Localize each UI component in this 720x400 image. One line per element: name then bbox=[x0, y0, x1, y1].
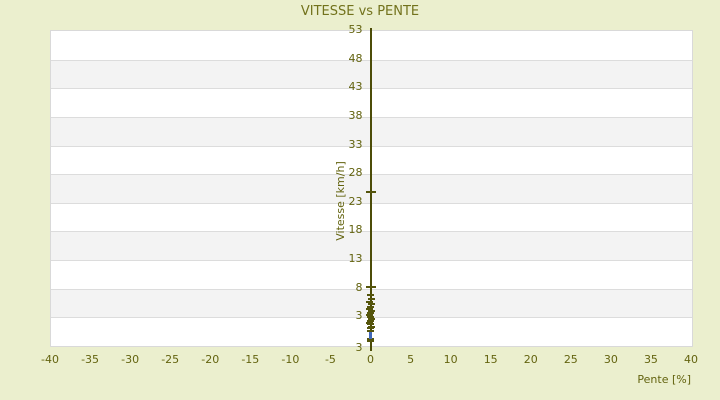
x-tick-label: -5 bbox=[324, 353, 336, 366]
grid-band bbox=[51, 31, 692, 60]
grid-band bbox=[51, 202, 692, 232]
vitesse-points-olive bbox=[367, 325, 375, 328]
y-tick-label: 13 bbox=[348, 252, 363, 266]
vitesse-points-olive bbox=[367, 327, 374, 330]
grid-band bbox=[51, 88, 692, 117]
vitesse-points-olive bbox=[367, 305, 374, 308]
x-tick-label: -40 bbox=[41, 353, 59, 366]
y-tick-label: 18 bbox=[348, 223, 363, 237]
vitesse-points-olive bbox=[365, 286, 376, 289]
x-tick-label: 40 bbox=[684, 353, 698, 366]
y-axis-min-edge-label: 3 bbox=[355, 341, 363, 354]
x-tick-label: 5 bbox=[407, 353, 415, 366]
x-tick-label: -20 bbox=[201, 353, 220, 366]
y-tick-label: 33 bbox=[348, 137, 363, 151]
vitesse-points-olive bbox=[367, 309, 375, 312]
vitesse-points-olive bbox=[367, 329, 374, 332]
x-tick-label: 10 bbox=[443, 353, 458, 366]
vitesse-points-olive bbox=[366, 307, 374, 310]
x-tick-label: 35 bbox=[643, 353, 658, 366]
y-tick-label: 48 bbox=[348, 51, 363, 65]
vitesse-points-olive bbox=[365, 191, 376, 194]
x-tick-label: -15 bbox=[241, 353, 260, 366]
x-tick-label: 15 bbox=[483, 353, 498, 366]
x-axis-title: Pente [%] bbox=[637, 373, 691, 386]
vitesse-points-olive bbox=[367, 311, 374, 314]
vitesse-points-olive bbox=[366, 321, 374, 324]
grid-band bbox=[51, 260, 692, 289]
vitesse-point-bleu bbox=[369, 331, 372, 339]
y-tick-label: 3 bbox=[355, 309, 363, 323]
vitesse-points-olive bbox=[367, 323, 374, 326]
vitesse-points-olive bbox=[367, 294, 374, 297]
vitesse-points-olive bbox=[366, 313, 374, 316]
x-tick-label: -25 bbox=[161, 353, 180, 366]
plot-area bbox=[50, 30, 693, 347]
vitesse-points-olive bbox=[367, 297, 375, 300]
vitesse-points-olive bbox=[367, 315, 375, 318]
y-tick-label: 23 bbox=[348, 194, 363, 208]
grid-band bbox=[51, 231, 692, 261]
y-tick-label: 8 bbox=[355, 280, 363, 294]
x-tick-label: 20 bbox=[523, 353, 538, 366]
y-tick-label: 38 bbox=[348, 108, 363, 122]
y-tick-label: 43 bbox=[348, 80, 363, 94]
y-tick-label: 28 bbox=[348, 166, 363, 180]
vitesse-points-olive bbox=[367, 319, 374, 322]
grid-band bbox=[51, 174, 692, 203]
x-tick-label: -10 bbox=[281, 353, 300, 366]
x-tick-label: -35 bbox=[81, 353, 100, 366]
x-tick-label: 30 bbox=[603, 353, 618, 366]
vitesse-points-olive bbox=[366, 301, 374, 304]
vitesse-points-olive bbox=[367, 339, 374, 342]
grid-band bbox=[51, 145, 692, 175]
y-tick-label: 53 bbox=[348, 23, 363, 36]
x-tick-label: -30 bbox=[121, 353, 140, 366]
grid-band bbox=[51, 59, 692, 89]
x-tick-label: 0 bbox=[367, 353, 374, 366]
y-axis-line bbox=[369, 28, 372, 351]
vitesse-points-olive bbox=[367, 303, 375, 306]
vitesse-points-olive bbox=[367, 317, 375, 320]
grid-band bbox=[51, 116, 692, 146]
x-tick-label: 25 bbox=[563, 353, 578, 366]
chart-title: VITESSE vs PENTE bbox=[300, 4, 420, 19]
